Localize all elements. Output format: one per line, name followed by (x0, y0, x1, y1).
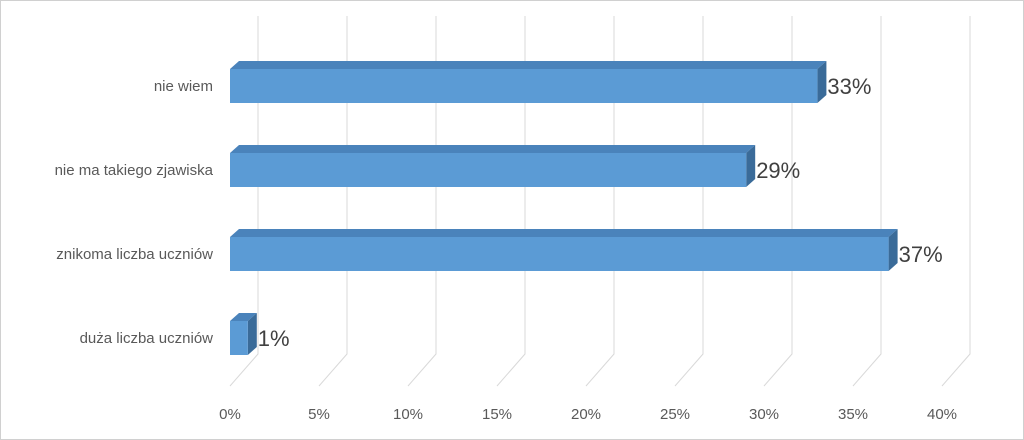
bar-top-face (230, 61, 827, 69)
gridline (229, 16, 259, 387)
gridline (496, 16, 526, 387)
gridline (763, 16, 793, 387)
bar-front-face (230, 69, 818, 103)
category-label: nie wiem (154, 78, 213, 95)
data-label: 37% (899, 242, 943, 267)
bar (230, 145, 756, 187)
bar (230, 313, 257, 355)
gridline (674, 16, 704, 387)
bar-front-face (230, 237, 889, 271)
x-tick-label: 15% (482, 406, 512, 423)
gridline (941, 16, 971, 387)
category-label: nie ma takiego zjawiska (55, 162, 214, 179)
data-label: 33% (827, 74, 871, 99)
x-tick-label: 25% (660, 406, 690, 423)
labels: 0% 5% 10% 15% 20% 25% 30% 35% 40% nie wiem 33% nie … (55, 74, 957, 423)
bar-side-face (746, 145, 756, 187)
x-tick-label: 20% (571, 406, 601, 423)
bar (230, 229, 898, 271)
bar-front-face (230, 321, 248, 355)
x-tick-label: 30% (749, 406, 779, 423)
bar-top-face (230, 145, 756, 153)
bar-side-face (888, 229, 898, 271)
gridline (852, 16, 882, 387)
category-label: duża liczba uczniów (80, 330, 214, 347)
category-label: znikoma liczba uczniów (56, 246, 213, 263)
bar (230, 61, 827, 103)
gridline (585, 16, 615, 387)
bar-side-face (817, 61, 827, 103)
x-tick-label: 10% (393, 406, 423, 423)
x-tick-label: 5% (308, 406, 330, 423)
bars (230, 61, 898, 355)
gridline (407, 16, 437, 387)
bar-front-face (230, 153, 747, 187)
gridlines (229, 16, 971, 387)
x-tick-label: 0% (219, 406, 241, 423)
gridline (318, 16, 348, 387)
x-tick-label: 40% (927, 406, 957, 423)
data-label: 1% (258, 326, 290, 351)
x-tick-label: 35% (838, 406, 868, 423)
bar-side-face (247, 313, 257, 355)
bar-top-face (230, 313, 257, 321)
bar-top-face (230, 229, 898, 237)
data-label: 29% (756, 158, 800, 183)
